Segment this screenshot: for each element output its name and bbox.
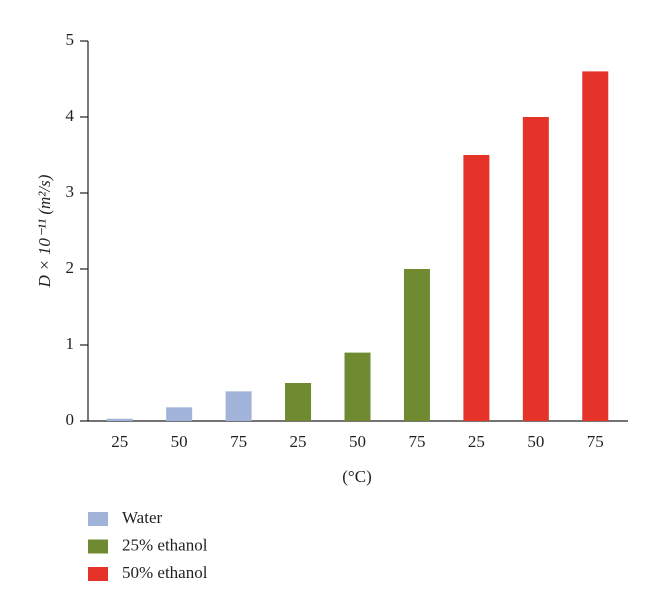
y-tick-label: 3 (66, 182, 75, 201)
legend-swatch (88, 539, 108, 554)
x-tick-label: 50 (527, 432, 544, 451)
x-tick-label: 25 (468, 432, 485, 451)
y-tick-label: 0 (66, 410, 75, 429)
bar (463, 155, 490, 421)
y-tick-label: 2 (66, 258, 75, 277)
bar (522, 117, 549, 421)
bar (403, 269, 430, 421)
x-tick-label: 75 (230, 432, 247, 451)
x-tick-label: 50 (171, 432, 188, 451)
bar (582, 71, 609, 422)
legend-swatch (88, 512, 108, 526)
x-tick-label: 25 (290, 432, 307, 451)
legend-label: 50% ethanol (122, 563, 208, 582)
legend-label: 25% ethanol (122, 535, 208, 554)
legend-label: Water (122, 508, 162, 527)
y-axis-label: D × 10⁻¹¹ (m²/s) (35, 174, 54, 288)
bar (285, 383, 312, 421)
x-tick-label: 25 (111, 432, 128, 451)
x-axis-label: (°C) (342, 467, 371, 486)
x-tick-label: 75 (587, 432, 604, 451)
y-tick-label: 4 (66, 106, 75, 125)
x-tick-label: 50 (349, 432, 366, 451)
y-tick-label: 1 (66, 334, 75, 353)
bar (166, 407, 193, 421)
bar (225, 391, 252, 421)
y-tick-label: 5 (66, 30, 75, 49)
bar (106, 418, 133, 421)
bar (344, 352, 371, 421)
legend-swatch (88, 567, 108, 581)
x-tick-label: 75 (408, 432, 425, 451)
